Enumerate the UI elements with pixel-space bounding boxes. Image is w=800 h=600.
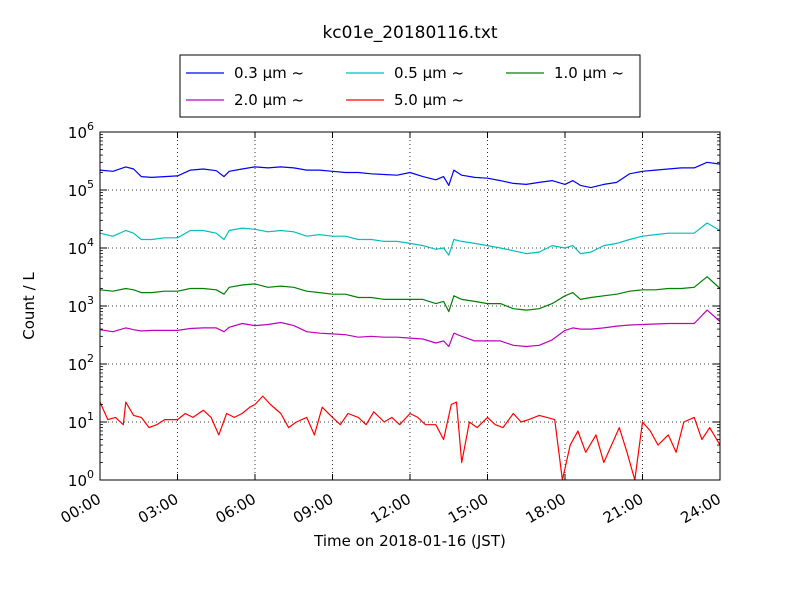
y-axis-label: Count / L bbox=[20, 272, 38, 340]
legend-box bbox=[179, 54, 641, 118]
legend-label-3: 2.0 μm ~ bbox=[234, 91, 304, 109]
legend-label-2: 1.0 μm ~ bbox=[554, 64, 624, 82]
legend: 0.3 μm ~ 0.5 μm ~ 1.0 μm ~ 2.0 μm ~ 5.0 μm ~ bbox=[179, 54, 641, 118]
chart-title: kc01e_20180116.txt bbox=[322, 23, 497, 43]
series-line-1 bbox=[99, 222, 721, 256]
series-line-4 bbox=[99, 395, 721, 481]
series-line-3 bbox=[99, 309, 721, 348]
series-line-0 bbox=[99, 161, 721, 189]
legend-label-4: 5.0 μm ~ bbox=[394, 91, 464, 109]
x-axis-label: Time on 2018-01-16 (JST) bbox=[313, 532, 506, 550]
legend-label-0: 0.3 μm ~ bbox=[234, 64, 304, 82]
series-layer bbox=[99, 161, 721, 481]
ticks bbox=[99, 131, 721, 481]
grid bbox=[100, 132, 720, 480]
series-line-2 bbox=[99, 276, 721, 313]
legend-label-1: 0.5 μm ~ bbox=[394, 64, 464, 82]
